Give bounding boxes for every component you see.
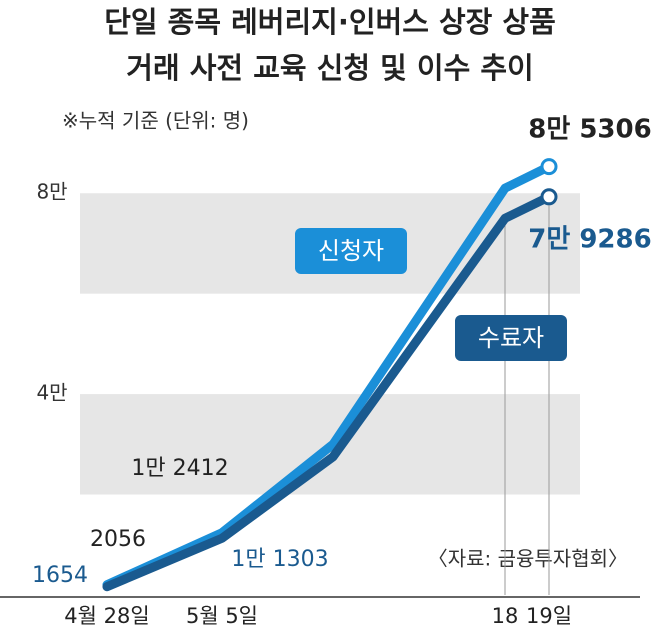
value-label: 1만 2412 (131, 456, 228, 481)
value-label: 7만 9286 (528, 225, 651, 255)
value-label: 2056 (90, 527, 146, 552)
y-tick-label: 4만 (36, 381, 67, 405)
end-marker (540, 188, 558, 206)
end-marker (540, 158, 558, 176)
legend-box (455, 315, 567, 361)
legend-label: 신청자 (318, 237, 384, 265)
source: 〈자료: 금융투자협회〉 (428, 547, 628, 571)
value-label: 1만 1303 (231, 547, 328, 572)
chart-title: 단일 종목 레버리지·인버스 상장 상품 (104, 5, 556, 39)
series-line (102, 192, 554, 592)
value-label: 8만 5306 (528, 115, 651, 145)
x-tick-label: 5월 5일 (186, 604, 258, 628)
y-tick-label: 8만 (36, 180, 67, 204)
x-tick-label: 4월 28일 (64, 604, 149, 628)
legend-box (295, 228, 407, 274)
value-label: 1654 (32, 563, 88, 588)
legend-label: 수료자 (478, 324, 544, 352)
subtitle: ※누적 기준 (단위: 명) (62, 109, 249, 133)
chart-title: 거래 사전 교육 신청 및 이수 추이 (126, 51, 533, 85)
x-tick-label: 19일 (526, 604, 572, 628)
x-tick-label: 18 (492, 604, 519, 628)
